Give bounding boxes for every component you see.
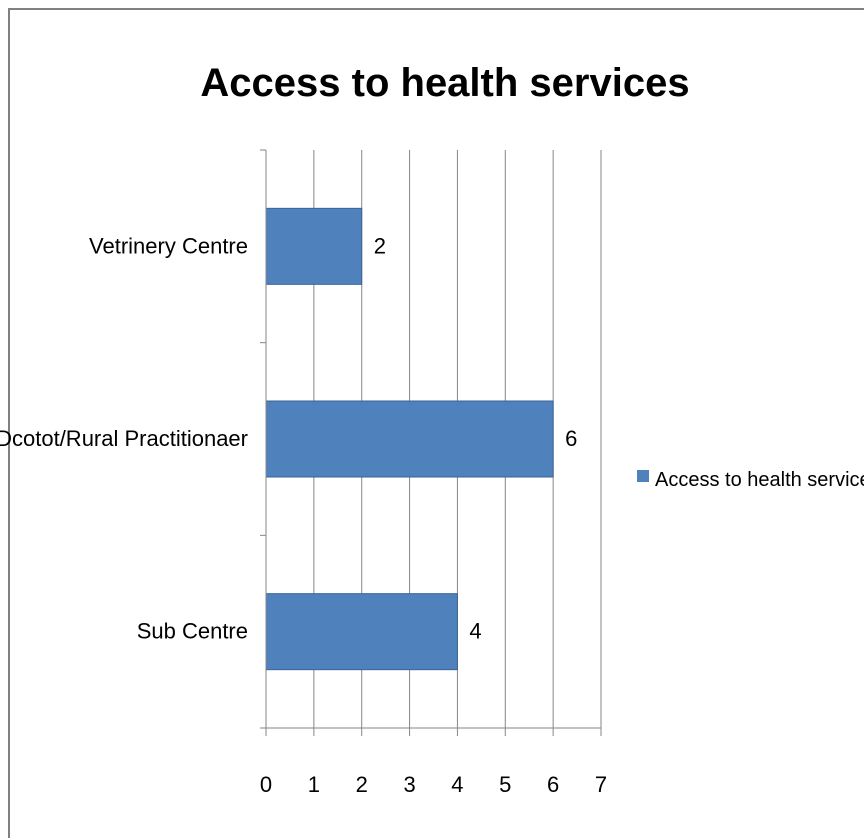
category-label: Vetrinery Centre — [89, 233, 248, 258]
data-label: 6 — [565, 426, 577, 451]
chart-title: Access to health services — [200, 61, 689, 105]
legend-swatch — [637, 470, 649, 482]
x-tick-label: 0 — [260, 772, 272, 797]
x-tick-label: 2 — [356, 772, 368, 797]
x-tick-label: 1 — [308, 772, 320, 797]
bar — [265, 593, 458, 671]
category-label: Sub Centre — [137, 619, 248, 644]
bar — [265, 207, 363, 285]
category-label: Dcotot/Rural Practitionaer — [0, 426, 248, 451]
axis — [260, 149, 601, 729]
x-tick-label: 7 — [595, 772, 607, 797]
bars — [265, 207, 554, 671]
legend-label: Access to health services — [655, 469, 864, 491]
x-tick-label: 5 — [499, 772, 511, 797]
data-label: 2 — [374, 233, 386, 258]
x-tick-label: 3 — [403, 772, 415, 797]
data-label: 4 — [469, 619, 481, 644]
x-tick-label: 4 — [451, 772, 463, 797]
legend: Access to health services — [637, 469, 864, 491]
category-labels: Vetrinery Centre Dcotot/Rural Practitiona… — [0, 233, 248, 643]
data-labels: 2 6 4 — [374, 233, 578, 643]
x-tick-label: 6 — [547, 772, 559, 797]
x-axis-tick-labels: 0 1 2 3 4 5 6 7 — [260, 772, 607, 797]
bar — [265, 400, 554, 478]
